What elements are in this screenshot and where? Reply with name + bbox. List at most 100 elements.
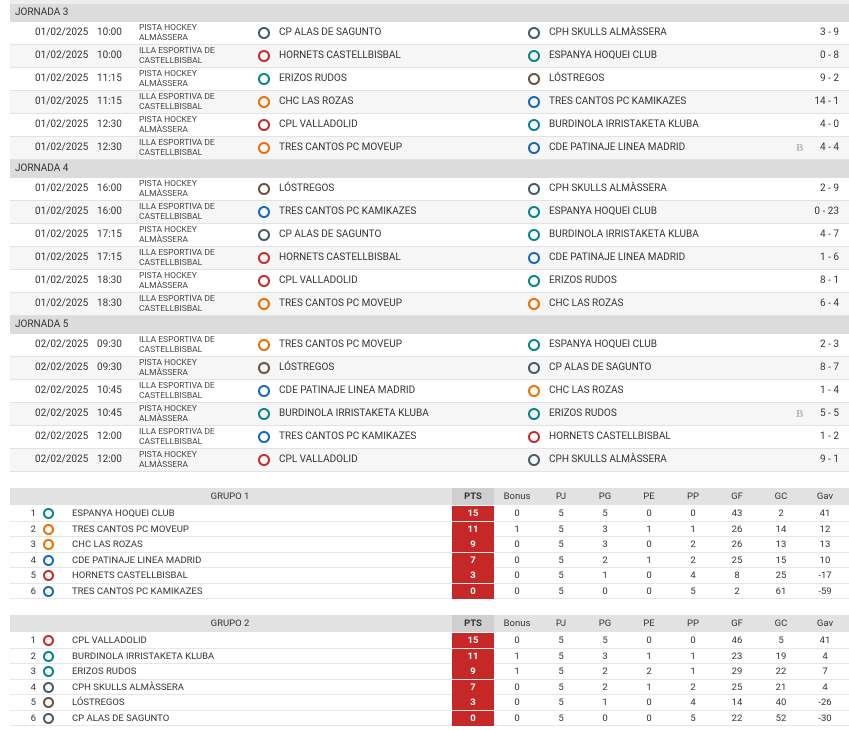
standings-row[interactable]: 4 CPH SKULLS ALMÀSSERA 7 0 5 2 1 2 25 21 4 [10,679,849,695]
match-row[interactable]: 01/02/2025 12:30 ILLA ESPORTIVA DE CASTELL… [10,137,849,160]
stat-cell: 2 [778,508,784,519]
team-icon [258,385,270,397]
stat-cell: 25 [731,681,743,693]
stat-cell: 0 [514,681,520,693]
match-time: 17:15 [97,229,122,240]
team-icon [258,119,270,131]
match-row[interactable]: 02/02/2025 09:30 PISTA HOCKEY ALMÀSSERA LÓS… [10,357,849,380]
team-name: TRES CANTOS PC MOVEUP [72,523,189,535]
column-header: PP [687,618,699,629]
standings-row[interactable]: 1 CPL VALLADOLID 15 0 5 5 0 0 46 5 41 [10,633,849,649]
team-icon [528,206,540,218]
match-venue: PISTA HOCKEY ALMÀSSERA [139,225,197,245]
match-row[interactable]: 01/02/2025 10:00 PISTA HOCKEY ALMÀSSERA CP … [10,22,849,45]
standings-row[interactable]: 2 TRES CANTOS PC MOVEUP 11 1 5 3 1 1 26 14 12 [10,521,849,537]
stat-cell: 5 [602,635,608,646]
column-header: Bonus [503,618,531,629]
stat-cell: 4 [822,650,828,662]
team-icon [528,252,540,264]
team-icon [528,142,540,154]
team-icon [43,554,54,566]
standings-row[interactable]: 2 BURDINOLA IRRISTAKETA KLUBA 11 1 5 3 1 1 23 19 4 [10,648,849,664]
team-icon [528,431,540,443]
stat-cell: 1 [690,523,696,535]
match-venue: ILLA ESPORTIVA DE CASTELLBISBAL [139,381,215,401]
stat-cell: 8 [734,570,740,581]
team-icon [528,183,540,195]
stat-cell: 1 [602,570,608,581]
stat-cell: 2 [690,681,696,693]
stat-cell: 7 [822,666,828,677]
stat-cell: 1 [646,681,652,693]
away-team: ERIZOS RUDOS [549,275,617,286]
match-date: 02/02/2025 [35,454,89,465]
team-name: ERIZOS RUDOS [72,666,137,677]
match-row[interactable]: 01/02/2025 11:15 PISTA HOCKEY ALMÀSSERA ERI… [10,68,849,91]
column-header: PG [598,491,612,502]
standings-row[interactable]: 5 LÓSTREGOS 3 0 5 1 0 4 14 40 -26 [10,695,849,711]
team-icon [528,339,540,351]
team-icon [43,523,54,535]
match-row[interactable]: 01/02/2025 16:00 ILLA ESPORTIVA DE CASTELL… [10,201,849,224]
match-venue: ILLA ESPORTIVA DE CASTELLBISBAL [139,427,215,447]
match-row[interactable]: 01/02/2025 18:30 PISTA HOCKEY ALMÀSSERA CPL… [10,270,849,293]
column-header: PTS [452,615,494,632]
stat-cell: 3 [452,695,494,710]
match-row[interactable]: 01/02/2025 12:30 PISTA HOCKEY ALMÀSSERA CPL… [10,114,849,137]
standings-row[interactable]: 5 HORNETS CASTELLBISBAL 3 0 5 1 0 4 8 25 -17 [10,568,849,584]
stat-cell: 0 [514,570,520,581]
stat-cell: 0 [690,635,696,646]
match-row[interactable]: 01/02/2025 16:00 PISTA HOCKEY ALMÀSSERA LÓS… [10,178,849,201]
match-row[interactable]: 02/02/2025 10:45 PISTA HOCKEY ALMÀSSERA BUR… [10,403,849,426]
standings-row[interactable]: 3 ERIZOS RUDOS 9 1 5 2 2 1 29 22 7 [10,664,849,680]
stat-cell: 25 [731,554,743,566]
match-score: 2 - 3 [820,339,839,350]
team-icon [43,585,54,597]
away-team: HORNETS CASTELLBISBAL [549,431,671,442]
match-venue: PISTA HOCKEY ALMÀSSERA [139,69,197,89]
stat-cell: 26 [731,523,743,535]
stat-cell: 0 [514,539,520,550]
match-date: 01/02/2025 [35,298,89,309]
match-venue: PISTA HOCKEY ALMÀSSERA [139,179,197,199]
team-icon [43,650,54,662]
stat-cell: 12 [819,523,831,535]
match-time: 18:30 [97,275,122,286]
away-team: CHC LAS ROZAS [549,385,624,396]
stat-cell: 1 [646,554,652,566]
standings-row[interactable]: 3 CHC LAS ROZAS 9 0 5 3 0 2 26 13 13 [10,537,849,553]
column-header: PE [643,491,655,502]
home-team: CPL VALLADOLID [279,275,358,286]
match-row[interactable]: 01/02/2025 18:30 ILLA ESPORTIVA DE CASTELL… [10,293,849,316]
rank: 6 [30,585,36,597]
standings-row[interactable]: 6 TRES CANTOS PC KAMIKAZES 0 0 5 0 0 5 2 61 -59 [10,583,849,599]
match-row[interactable]: 02/02/2025 12:00 ILLA ESPORTIVA DE CASTELL… [10,426,849,449]
match-score: 5 - 5 [820,408,839,419]
home-team: CP ALAS DE SAGUNTO [279,27,382,38]
standings-row[interactable]: 6 CP ALAS DE SAGUNTO 0 0 5 0 0 5 22 52 -30 [10,710,849,726]
match-row[interactable]: 01/02/2025 17:15 PISTA HOCKEY ALMÀSSERA CP … [10,224,849,247]
match-time: 12:00 [97,454,122,465]
match-row[interactable]: 01/02/2025 17:15 ILLA ESPORTIVA DE CASTELL… [10,247,849,270]
match-venue: PISTA HOCKEY ALMÀSSERA [139,358,197,378]
stat-cell: 10 [819,554,831,566]
standings-row[interactable]: 1 ESPANYA HOQUEI CLUB 15 0 5 5 0 0 43 2 41 [10,506,849,522]
match-row[interactable]: 02/02/2025 10:45 ILLA ESPORTIVA DE CASTELL… [10,380,849,403]
stat-cell: 9 [452,664,494,679]
stat-cell: -26 [818,697,832,708]
match-row[interactable]: 01/02/2025 11:15 ILLA ESPORTIVA DE CASTELL… [10,91,849,114]
match-venue: ILLA ESPORTIVA DE CASTELLBISBAL [139,335,215,355]
column-header: GC [774,491,788,502]
match-row[interactable]: 02/02/2025 12:00 PISTA HOCKEY ALMÀSSERA CPL… [10,449,849,472]
match-row[interactable]: 02/02/2025 09:30 ILLA ESPORTIVA DE CASTELL… [10,334,849,357]
team-name: LÓSTREGOS [72,697,125,708]
match-venue: ILLA ESPORTIVA DE CASTELLBISBAL [139,138,215,158]
match-row[interactable]: 01/02/2025 10:00 ILLA ESPORTIVA DE CASTELL… [10,45,849,68]
rank: 4 [30,681,36,693]
stat-cell: 4 [822,681,828,693]
standings-row[interactable]: 4 CDE PATINAJE LINEA MADRID 7 0 5 2 1 2 25 15 10 [10,552,849,568]
match-date: 02/02/2025 [35,408,89,419]
stat-cell: 0 [646,585,652,597]
standings-header: GRUPO 2 PTS Bonus PJ PG PE PP GF GC Gav [10,615,849,632]
match-score: 9 - 1 [820,454,839,465]
